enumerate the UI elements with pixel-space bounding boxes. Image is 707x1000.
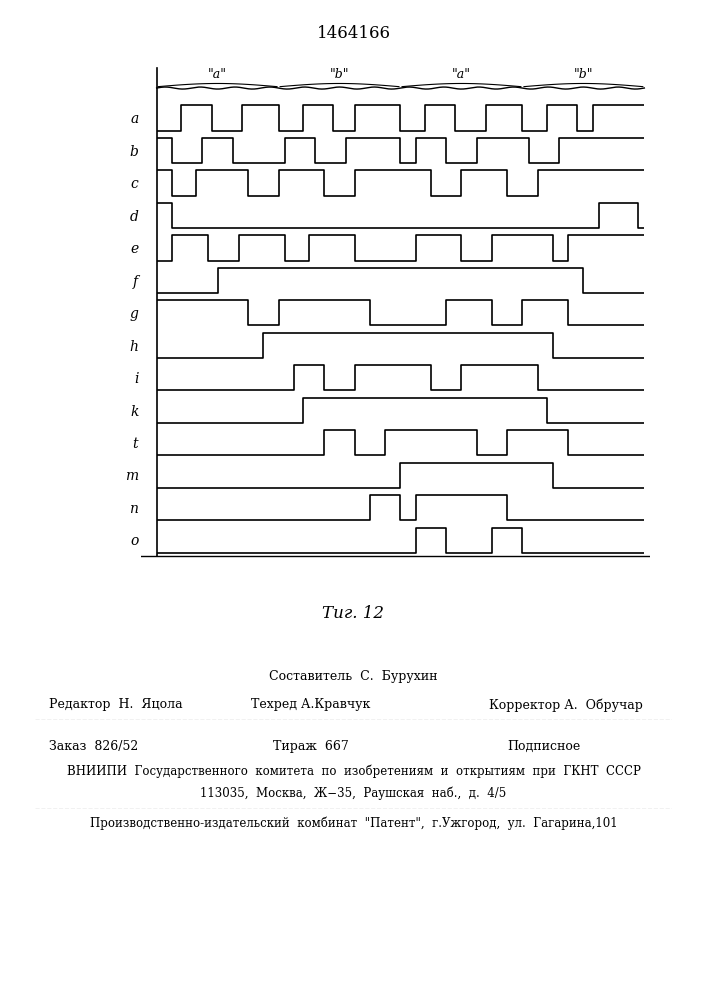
Text: t: t (133, 437, 139, 451)
Text: ВНИИПИ  Государственного  комитета  по  изобретениям  и  открытиям  при  ГКНТ  С: ВНИИПИ Государственного комитета по изоб… (66, 765, 641, 778)
Text: g: g (129, 307, 139, 321)
Text: e: e (130, 242, 139, 256)
Text: Заказ  826/52: Заказ 826/52 (49, 740, 139, 753)
Text: "a": "a" (208, 68, 227, 81)
Text: Производственно-издательский  комбинат  "Патент",  г.Ужгород,  ул.  Гагарина,101: Производственно-издательский комбинат "П… (90, 817, 617, 830)
Text: d: d (129, 210, 139, 224)
Text: 113035,  Москва,  Ж−35,  Раушская  наб.,  д.  4/5: 113035, Москва, Ж−35, Раушская наб., д. … (200, 787, 507, 800)
Text: h: h (129, 340, 139, 354)
Text: n: n (129, 502, 139, 516)
Text: f: f (133, 275, 139, 289)
Text: Техред А.Кравчук: Техред А.Кравчук (252, 698, 370, 711)
Text: Тираж  667: Тираж 667 (273, 740, 349, 753)
Text: a: a (130, 112, 139, 126)
Text: Редактор  Н.  Яцола: Редактор Н. Яцола (49, 698, 183, 711)
Text: "b": "b" (329, 68, 349, 81)
Text: c: c (131, 177, 139, 191)
Text: i: i (134, 372, 139, 386)
Text: 1464166: 1464166 (317, 25, 390, 42)
Text: o: o (130, 534, 139, 548)
Text: Корректор А.  Обручар: Корректор А. Обручар (489, 698, 643, 712)
Text: m: m (125, 469, 139, 483)
Text: k: k (130, 405, 139, 419)
Text: Подписное: Подписное (508, 740, 581, 753)
Text: Составитель  С.  Бурухин: Составитель С. Бурухин (269, 670, 438, 683)
Text: "b": "b" (573, 68, 593, 81)
Text: b: b (129, 145, 139, 159)
Text: "a": "a" (452, 68, 471, 81)
Text: Τиг. 12: Τиг. 12 (322, 605, 385, 622)
